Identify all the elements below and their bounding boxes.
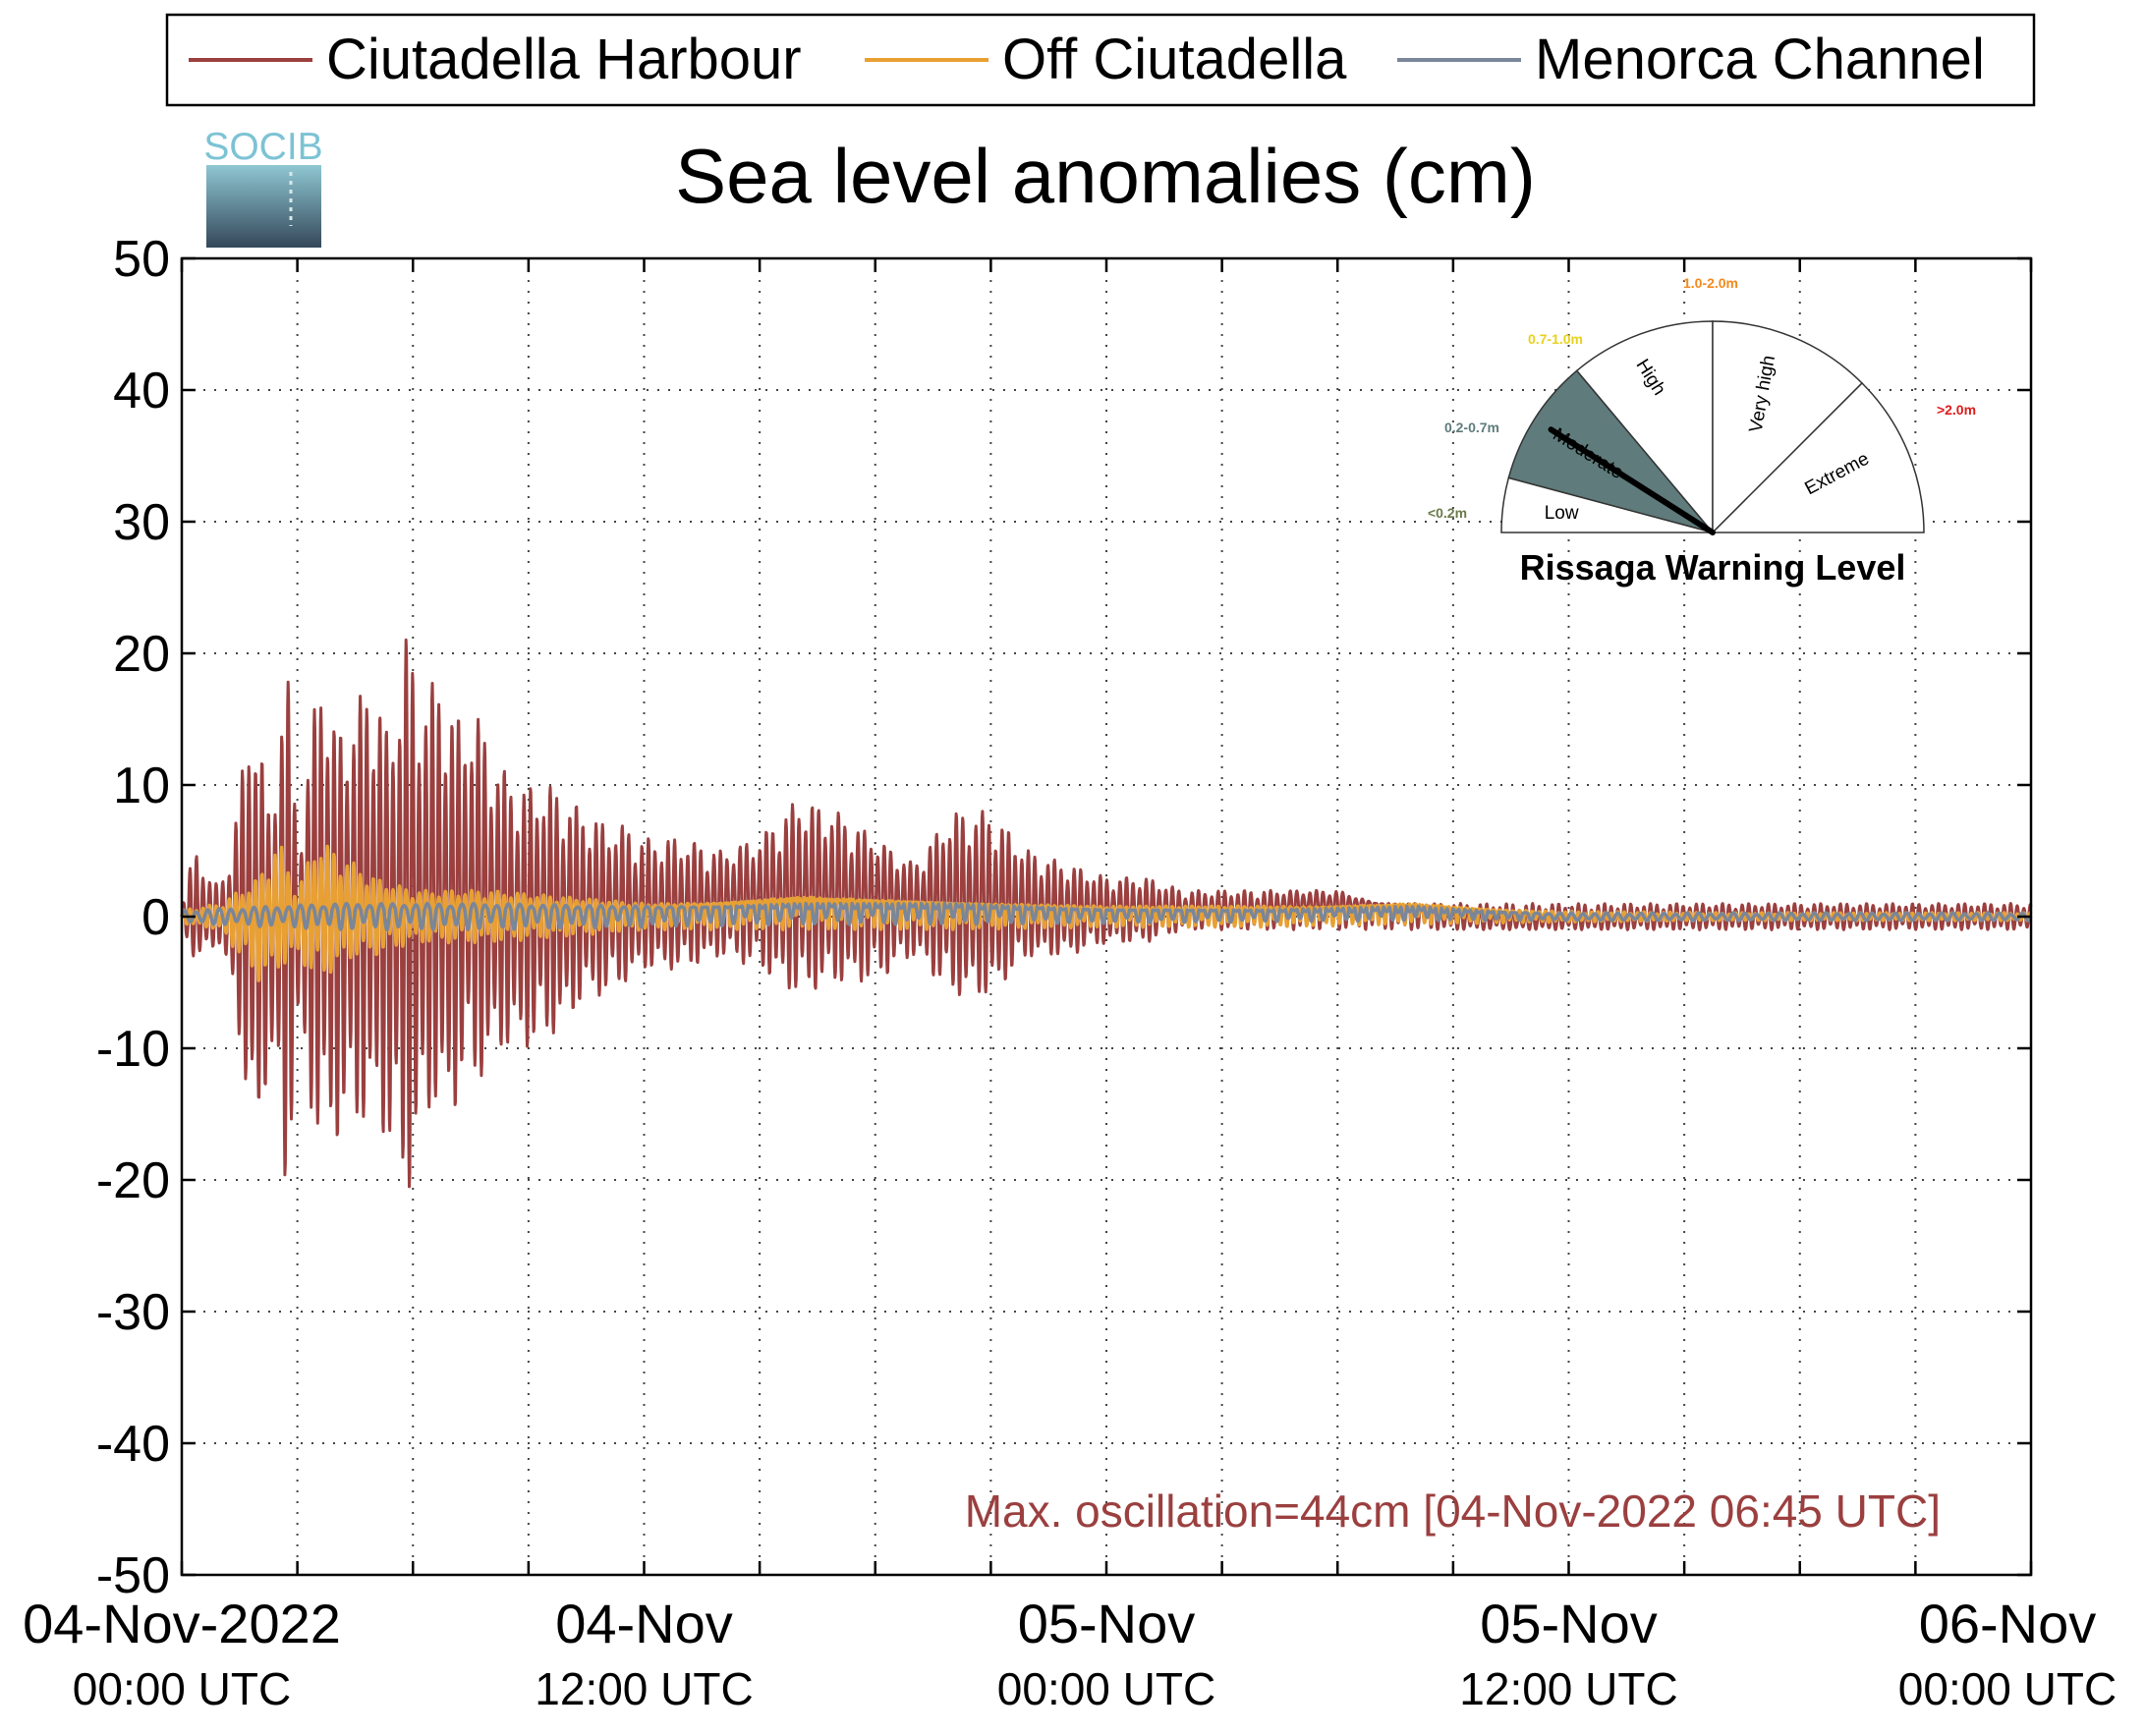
x-tick-label-time: 12:00 UTC (535, 1663, 753, 1714)
x-tick-label-date: 05-Nov (1480, 1593, 1658, 1654)
gauge-segment-moderate (1507, 369, 1716, 534)
max-oscillation-annotation: Max. oscillation=44cm [04-Nov-2022 06:45… (965, 1485, 1941, 1537)
y-tick-label: 20 (113, 626, 170, 683)
legend-label-off-ciutadella: Off Ciutadella (1002, 28, 1347, 91)
y-tick-label: 40 (113, 363, 170, 420)
rissaga-warning-gauge: Rissaga Warning Level LowModerateHighVer… (1428, 275, 1976, 588)
x-tick-label-date: 05-Nov (1018, 1593, 1196, 1654)
gauge-segment-high (1575, 320, 1714, 535)
y-tick-label: -40 (96, 1416, 170, 1473)
gauge-range-label: <0.2m (1428, 505, 1467, 521)
gauge-segment-very-high (1712, 320, 1864, 534)
series-line-ciutadella-harbour (180, 638, 2033, 1189)
series-layer (180, 638, 2033, 1189)
y-axis: 50 40 30 20 10 0 -10 -20 -30 -40 -50 (96, 231, 2031, 1604)
x-tick-label-date: 06-Nov (1919, 1593, 2097, 1654)
y-tick-label: 50 (113, 231, 170, 288)
x-axis: 04-Nov-2022 00:00 UTC 04-Nov 12:00 UTC 05-No… (23, 258, 2117, 1714)
y-tick-label: 0 (141, 889, 170, 946)
gauge-range-label: >2.0m (1937, 402, 1976, 418)
gauge-range-label: 1.0-2.0m (1683, 275, 1738, 291)
y-tick-label: -50 (96, 1547, 170, 1604)
x-tick-label-time: 00:00 UTC (73, 1663, 291, 1714)
y-tick-label: -20 (96, 1152, 170, 1209)
gauge-title: Rissaga Warning Level (1520, 547, 1906, 588)
series-line-menorca-channel (180, 901, 2033, 932)
gauge-segment-extreme (1711, 381, 1925, 533)
y-tick-label: 10 (113, 757, 170, 814)
y-tick-label: 30 (113, 494, 170, 551)
legend: Ciutadella Harbour Off Ciutadella Menorc… (165, 13, 2036, 107)
y-tick-label: -10 (96, 1021, 170, 1078)
x-tick-label-time: 00:00 UTC (997, 1663, 1215, 1714)
chart-title: Sea level anomalies (cm) (675, 133, 1536, 219)
x-tick-label-date: 04-Nov (555, 1593, 733, 1654)
x-tick-label-date: 04-Nov-2022 (23, 1593, 341, 1654)
gauge-segment-label: Low (1545, 503, 1579, 524)
x-tick-label-time: 12:00 UTC (1459, 1663, 1677, 1714)
legend-box (165, 13, 2036, 107)
gauge-needle (1548, 426, 1716, 535)
legend-label-menorca-channel: Menorca Channel (1535, 28, 1985, 91)
legend-label-ciutadella-harbour: Ciutadella Harbour (326, 28, 802, 91)
socib-logo: SOCIB (203, 126, 323, 248)
gauge-range-label: 0.2-0.7m (1444, 420, 1499, 435)
y-tick-label: -30 (96, 1284, 170, 1341)
logo-text: SOCIB (203, 126, 322, 168)
gauge-range-label: 0.7-1.0m (1528, 331, 1583, 347)
x-tick-label-time: 00:00 UTC (1898, 1663, 2117, 1714)
